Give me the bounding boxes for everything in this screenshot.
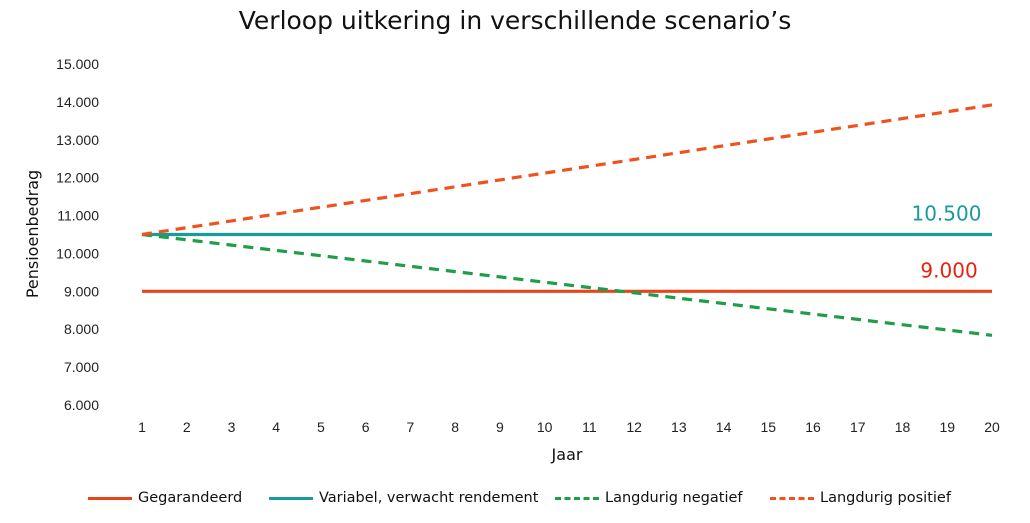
legend-item: Variabel, verwacht rendement xyxy=(269,486,538,510)
legend-label: Langdurig negatief xyxy=(605,490,743,506)
legend-label: Langdurig positief xyxy=(820,490,951,506)
y-axis-title: Pensioenbedrag xyxy=(23,170,42,298)
x-tick-label: 11 xyxy=(582,419,597,435)
x-tick-label: 17 xyxy=(850,419,866,435)
x-tick-label: 3 xyxy=(228,419,236,435)
y-tick-label: 8.000 xyxy=(64,321,99,337)
series-line-3 xyxy=(141,232,993,337)
x-tick-label: 2 xyxy=(183,419,191,435)
data-label: 10.500 xyxy=(911,202,981,226)
x-tick-label: 13 xyxy=(671,419,687,435)
x-tick-label: 1 xyxy=(138,419,146,435)
y-tick-label: 10.000 xyxy=(56,245,99,261)
x-axis-title: Jaar xyxy=(551,445,583,464)
x-tick-label: 9 xyxy=(496,419,504,435)
legend-label: Variabel, verwacht rendement xyxy=(319,490,539,506)
series-line-4 xyxy=(141,103,993,237)
y-tick-label: 15.000 xyxy=(56,56,99,72)
legend-item: Langdurig positief xyxy=(770,486,951,510)
x-tick-label: 12 xyxy=(626,419,642,435)
x-tick-label: 20 xyxy=(984,419,1000,435)
x-tick-label: 6 xyxy=(362,419,370,435)
y-tick-label: 6.000 xyxy=(64,397,99,413)
y-tick-label: 7.000 xyxy=(64,359,99,375)
x-tick-label: 7 xyxy=(407,419,415,435)
legend-swatch xyxy=(269,496,313,500)
data-label: 9.000 xyxy=(920,258,977,282)
legend-swatch xyxy=(555,496,599,500)
y-tick-label: 11.000 xyxy=(57,208,99,224)
legend-item: Langdurig negatief xyxy=(555,486,743,510)
legend-label: Gegarandeerd xyxy=(138,490,243,506)
y-tick-label: 14.000 xyxy=(56,94,99,110)
x-tick-label: 18 xyxy=(895,419,911,435)
y-tick-label: 12.000 xyxy=(56,170,99,186)
chart-title: Verloop uitkering in verschillende scena… xyxy=(238,6,792,35)
legend-swatch xyxy=(770,496,814,500)
legend-item: Gegarandeerd xyxy=(88,486,242,510)
y-tick-label: 9.000 xyxy=(64,283,99,299)
x-tick-label: 10 xyxy=(537,419,553,435)
x-tick-label: 8 xyxy=(451,419,459,435)
y-tick-label: 13.000 xyxy=(56,132,99,148)
x-tick-label: 15 xyxy=(761,419,777,435)
legend: Gegarandeerd Variabel, verwacht rendement… xyxy=(0,486,1030,512)
x-tick-label: 19 xyxy=(939,419,955,435)
legend-swatch xyxy=(88,496,132,500)
x-tick-label: 4 xyxy=(272,419,280,435)
line-chart: 6.0007.0008.0009.00010.00011.00012.00013… xyxy=(23,56,1000,464)
x-tick-label: 5 xyxy=(317,419,325,435)
x-tick-label: 14 xyxy=(716,419,732,435)
x-tick-label: 16 xyxy=(805,419,821,435)
